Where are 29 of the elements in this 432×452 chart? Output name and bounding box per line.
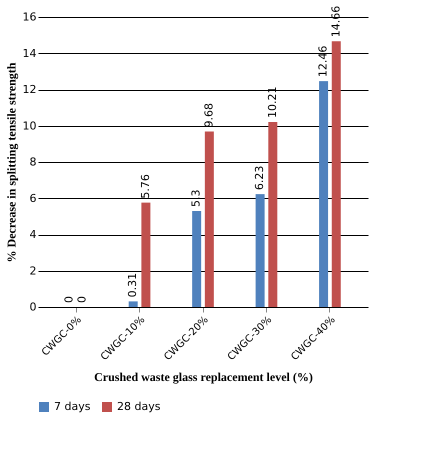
bar bbox=[192, 210, 202, 307]
legend-label: 7 days bbox=[54, 400, 91, 413]
data-label: 5.76 bbox=[138, 174, 152, 199]
bar bbox=[256, 194, 265, 307]
x-axis-title: Crushed waste glass replacement level (%) bbox=[94, 370, 313, 384]
data-label: 0 bbox=[62, 296, 76, 303]
y-axis-title: % Decrease in splitting tensile strength bbox=[4, 62, 19, 262]
y-tick-label: 10 bbox=[22, 119, 36, 132]
y-tick-label: 14 bbox=[22, 46, 36, 60]
y-tick-label: 0 bbox=[30, 300, 36, 314]
y-tick-label: 12 bbox=[22, 83, 36, 96]
legend-label: 28 days bbox=[117, 400, 161, 413]
data-label: 0.31 bbox=[126, 272, 140, 298]
y-tick-label: 4 bbox=[30, 228, 36, 241]
data-label: 12.46 bbox=[316, 46, 330, 78]
bar bbox=[319, 81, 328, 307]
bar bbox=[268, 122, 278, 307]
bar bbox=[332, 41, 341, 307]
bar bbox=[141, 202, 150, 307]
data-label: 5.3 bbox=[190, 189, 203, 207]
y-tick-label: 16 bbox=[22, 10, 36, 24]
y-tick-label: 6 bbox=[30, 192, 36, 205]
y-tick-label: 2 bbox=[30, 264, 36, 278]
bar bbox=[204, 132, 214, 307]
data-label: 0 bbox=[75, 296, 88, 303]
y-tick-label: 8 bbox=[30, 156, 36, 168]
data-label: 9.68 bbox=[202, 103, 216, 128]
bar bbox=[128, 301, 138, 307]
data-label: 6.23 bbox=[253, 166, 266, 190]
